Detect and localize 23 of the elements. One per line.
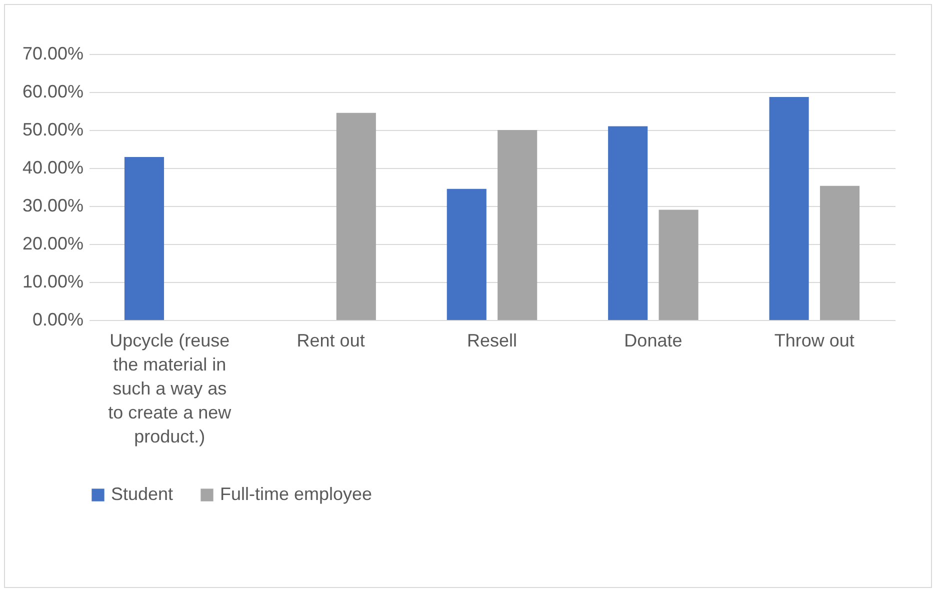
x-tick-label: Donate xyxy=(624,330,682,350)
y-tick-label: 30.00% xyxy=(22,196,84,216)
y-tick-label: 10.00% xyxy=(22,272,84,292)
x-tick-label: Rent out xyxy=(296,330,365,350)
x-tick-label: Upcycle (reuse the material in such a way as to create a new product.) xyxy=(108,330,232,446)
bar xyxy=(769,96,809,320)
legend-label: Student xyxy=(111,484,174,504)
x-tick-label: Throw out xyxy=(774,330,854,350)
y-tick-label: 50.00% xyxy=(22,120,84,140)
bar xyxy=(336,112,376,320)
x-tick-label: Resell xyxy=(466,330,518,350)
bar xyxy=(658,210,698,320)
y-tick-label: 70.00% xyxy=(22,44,84,64)
legend-label: Full-time employee xyxy=(220,484,372,504)
y-tick-label: 0.00% xyxy=(32,310,84,330)
y-tick-label: 20.00% xyxy=(22,234,84,254)
bar xyxy=(608,126,648,320)
bar xyxy=(446,188,486,320)
bar xyxy=(820,186,860,320)
bar xyxy=(498,130,538,320)
y-tick-label: 60.00% xyxy=(22,82,84,102)
bar xyxy=(124,156,164,320)
y-tick-label: 40.00% xyxy=(22,158,84,178)
